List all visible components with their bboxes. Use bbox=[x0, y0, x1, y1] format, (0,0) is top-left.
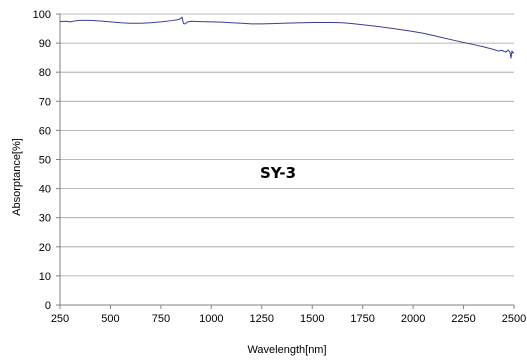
y-tick-label: 50 bbox=[39, 155, 51, 167]
x-tick-label: 1500 bbox=[300, 313, 324, 325]
y-tick-label: 90 bbox=[39, 38, 51, 50]
x-tick-label: 250 bbox=[51, 313, 69, 325]
y-tick-label: 40 bbox=[39, 184, 51, 196]
x-tick-label: 2250 bbox=[451, 313, 475, 325]
y-tick-label: 100 bbox=[33, 9, 51, 21]
y-tick-label: 0 bbox=[45, 300, 51, 312]
x-tick-label: 750 bbox=[152, 313, 170, 325]
series-layer bbox=[59, 16, 515, 59]
x-tick-label: 1750 bbox=[350, 313, 374, 325]
grid-lines bbox=[60, 13, 514, 277]
series-line-0 bbox=[59, 16, 515, 59]
y-tick-label: 30 bbox=[39, 213, 51, 225]
y-tick-label: 20 bbox=[39, 242, 51, 254]
y-tick-labels: 0 10 20 30 40 50 60 70 80 90 100 bbox=[33, 9, 60, 312]
x-tick-label: 1250 bbox=[250, 313, 274, 325]
x-axis-title: Wavelength[nm] bbox=[247, 344, 326, 356]
x-tick-label: 1000 bbox=[199, 313, 223, 325]
x-tick-labels: 250 500 750 1000 1250 1500 1750 2000 2250 2500 bbox=[51, 305, 526, 325]
x-tick-label: 2000 bbox=[401, 313, 425, 325]
y-tick-label: 60 bbox=[39, 125, 51, 137]
y-axis-title: Absorptance[%] bbox=[11, 138, 23, 216]
x-tick-label: 500 bbox=[101, 313, 119, 325]
chart-annotation: SY-3 bbox=[260, 164, 296, 182]
x-tick-label: 2500 bbox=[502, 313, 526, 325]
y-tick-label: 70 bbox=[39, 96, 51, 108]
y-tick-label: 80 bbox=[39, 67, 51, 79]
y-tick-label: 10 bbox=[39, 271, 51, 283]
